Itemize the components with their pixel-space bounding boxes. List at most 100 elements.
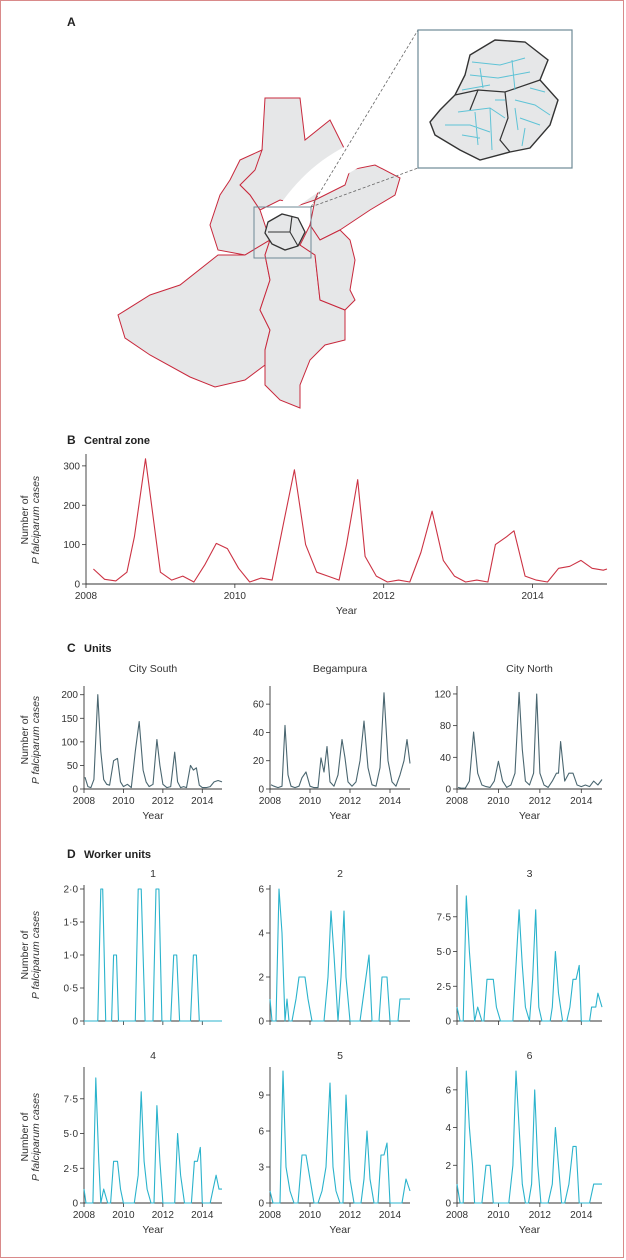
map-river (280, 138, 378, 205)
zoom-line-bottom (310, 167, 419, 208)
x-axis-label: Year (519, 810, 541, 822)
y-tick-label: 0·5 (64, 984, 79, 995)
y-tick-label: 6 (445, 1085, 451, 1096)
y-tick-label: 0 (258, 1017, 264, 1028)
y-axis-label: P falciparum cases (30, 1092, 42, 1181)
x-tick-label: 2008 (446, 796, 469, 807)
chart-subtitle: 4 (150, 1050, 156, 1062)
y-axis-label: Number of (19, 715, 31, 764)
x-tick-label: 2012 (339, 796, 362, 807)
y-tick-label: 40 (440, 753, 452, 764)
y-tick-label: 3 (258, 1163, 264, 1174)
y-tick-label: 0 (445, 1017, 451, 1028)
x-axis-label: Year (329, 1224, 351, 1236)
map-zone-southwest (117, 238, 271, 388)
y-tick-label: 120 (434, 689, 451, 700)
x-axis-label: Year (142, 810, 164, 822)
y-tick-label: 0 (74, 580, 80, 591)
x-tick-label: 2010 (224, 591, 247, 602)
x-tick-label: 2014 (191, 1210, 214, 1221)
y-tick-label: 6 (258, 885, 264, 896)
y-tick-label: 40 (253, 728, 265, 739)
y-axis-label: Number of (19, 495, 31, 544)
x-tick-label: 2012 (152, 796, 175, 807)
chart-subtitle: Begampura (313, 663, 367, 675)
x-tick-label: 2008 (75, 591, 98, 602)
y-tick-label: 0 (445, 785, 451, 796)
series-line (456, 895, 603, 1022)
y-axis-label: P falciparum cases (30, 475, 42, 564)
panel-a-label: A (67, 15, 76, 29)
y-tick-label: 5·0 (64, 1129, 79, 1140)
chart-c3: 0 40 80 120 2008 2010 2012 2014 Year City North (434, 663, 603, 822)
panel-a: A (67, 15, 573, 409)
city-map (117, 29, 573, 409)
chart-subtitle: 1 (150, 868, 156, 880)
y-axis-label: Number of (19, 930, 31, 979)
y-tick-label: 150 (61, 714, 78, 725)
y-tick-label: 200 (61, 690, 78, 701)
x-tick-label: 2014 (379, 1210, 402, 1221)
x-tick-label: 2014 (570, 796, 593, 807)
chart-subtitle: 5 (337, 1050, 343, 1062)
y-tick-label: 7·5 (437, 912, 452, 923)
x-tick-label: 2014 (191, 796, 214, 807)
y-tick-label: 0 (72, 1199, 78, 1210)
y-tick-label: 200 (63, 501, 80, 512)
series-line (93, 458, 608, 583)
y-tick-label: 300 (63, 461, 80, 472)
y-tick-label: 0 (445, 1199, 451, 1210)
y-axis-label: P falciparum cases (30, 910, 42, 999)
series-line (84, 888, 222, 1022)
series-line (269, 888, 410, 1022)
y-tick-label: 2 (445, 1161, 451, 1172)
panel-b-label: B (67, 433, 76, 447)
series-line (270, 692, 411, 789)
y-tick-label: 100 (61, 737, 78, 748)
chart-d2: 0 2 4 6 2 (258, 868, 410, 1028)
chart-d1: 0 0·5 1·0 1·5 2·0 1 Number of P falciparum case… (19, 868, 222, 1028)
x-axis-label: Year (329, 810, 351, 822)
x-tick-label: 2014 (521, 591, 544, 602)
y-tick-label: 0 (258, 785, 264, 796)
y-tick-label: 4 (445, 1123, 451, 1134)
map-central-divider (268, 215, 299, 247)
y-tick-label: 80 (440, 721, 452, 732)
y-tick-label: 1·5 (64, 918, 79, 929)
x-tick-label: 2012 (339, 1210, 362, 1221)
chart-d4: 0 2·5 5·0 7·5 2008 2010 2012 2014 Year 4 Number of… (19, 1050, 222, 1236)
chart-subtitle: City North (506, 663, 553, 675)
x-tick-label: 2008 (259, 1210, 282, 1221)
chart-d5: 0 3 6 9 2008 2010 2012 2014 Year 5 (258, 1050, 411, 1236)
y-tick-label: 0 (72, 1017, 78, 1028)
y-tick-label: 60 (253, 700, 265, 711)
x-axis-label: Year (519, 1224, 541, 1236)
chart-c1: 0 50 100 150 200 2008 2010 2012 2014 Year City Sou… (19, 663, 223, 822)
x-tick-label: 2010 (112, 796, 135, 807)
panel-c-title: Units (84, 643, 112, 655)
chart-c2: 0 20 40 60 2008 2010 2012 2014 Year Begampura (253, 663, 411, 822)
x-tick-label: 2010 (487, 1210, 510, 1221)
x-tick-label: 2010 (299, 796, 322, 807)
x-tick-label: 2008 (259, 796, 282, 807)
y-tick-label: 7·5 (64, 1094, 79, 1105)
y-tick-label: 4 (258, 929, 264, 940)
inset-worker-units (445, 57, 551, 151)
inset-unit-borders (454, 79, 541, 153)
y-tick-label: 100 (63, 540, 80, 551)
x-tick-label: 2012 (529, 796, 552, 807)
panel-d-title: Worker units (84, 849, 151, 861)
x-axis-label: Year (336, 605, 358, 617)
panel-d-label: D (67, 847, 76, 861)
x-tick-label: 2010 (299, 1210, 322, 1221)
series-line (269, 1070, 411, 1204)
series-line (456, 1070, 602, 1204)
map-zone-southeast (299, 224, 356, 311)
chart-b: 0 100 200 300 2008 2010 2012 2014 Year Number of P… (19, 454, 608, 617)
x-tick-label: 2008 (446, 1210, 469, 1221)
series-line (457, 691, 603, 789)
y-tick-label: 1·0 (64, 951, 79, 962)
x-tick-label: 2014 (570, 1210, 593, 1221)
y-tick-label: 50 (67, 761, 79, 772)
